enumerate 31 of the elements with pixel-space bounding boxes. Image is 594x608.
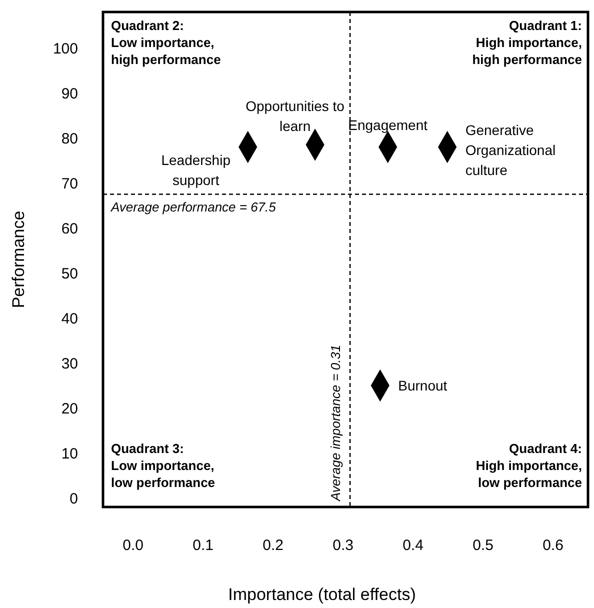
series-label: Engagement [348, 117, 428, 133]
x-tick-label: 0.5 [472, 537, 494, 554]
annotation: Quadrant 2: Low importance, high performance [111, 18, 221, 67]
annotation: Quadrant 1: High importance, high performance [472, 18, 582, 67]
y-tick-label: 40 [61, 310, 78, 328]
y-axis-title: Performance [9, 210, 28, 308]
y-tick-label: 100 [52, 40, 78, 58]
ref-line-label: Average importance = 0.31 [328, 344, 344, 502]
series-label: Generative Organizational culture [465, 122, 556, 178]
y-tick-label: 90 [61, 85, 78, 102]
y-tick-label: 30 [61, 355, 78, 372]
x-tick-label: 0.6 [542, 537, 564, 554]
y-tick-label: 10 [61, 445, 78, 462]
series-label: Leadership support [161, 152, 231, 188]
x-tick-label: 0.2 [262, 537, 284, 554]
x-tick-label: 0.3 [332, 537, 354, 554]
series-label: Burnout [398, 378, 448, 394]
y-tick-label: 0 [70, 490, 78, 508]
x-tick-label: 0.4 [402, 537, 424, 554]
x-axis-title: Importance (total effects) [228, 585, 416, 604]
x-tick-label: 0.0 [122, 537, 144, 554]
y-tick-label: 60 [61, 220, 78, 238]
y-tick-label: 20 [61, 400, 78, 418]
series-label: Opportunities to learn [246, 98, 345, 134]
y-tick-label: 70 [61, 175, 78, 192]
y-tick-label: 80 [61, 130, 78, 148]
ref-line-label: Average performance = 67.5 [110, 199, 277, 214]
x-tick-label: 0.1 [192, 537, 214, 554]
y-tick-label: 50 [61, 265, 78, 282]
annotation: Quadrant 4: High importance, low performance [476, 441, 582, 490]
annotation: Quadrant 3: Low importance, low performance [111, 441, 216, 490]
